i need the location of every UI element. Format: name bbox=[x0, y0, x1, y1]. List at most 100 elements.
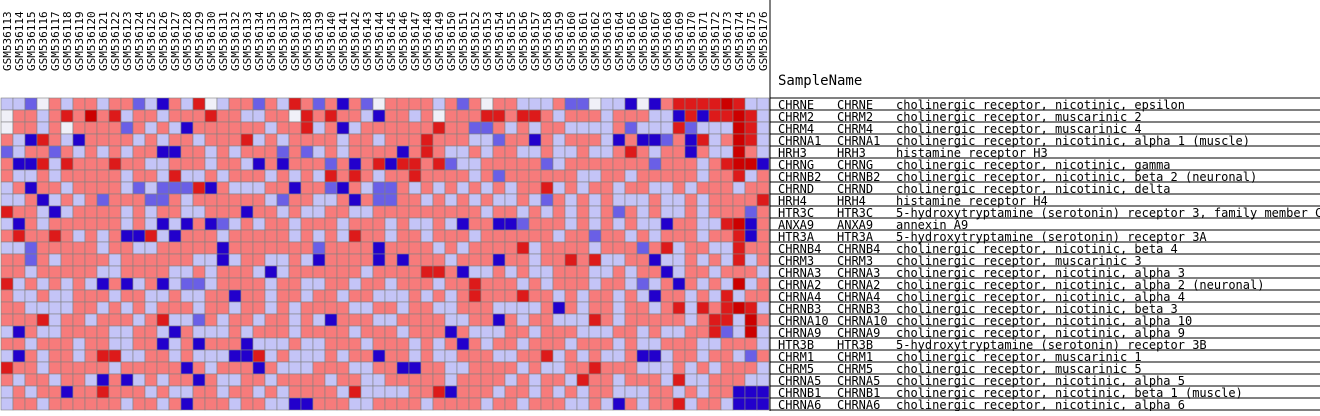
heatmap-cell bbox=[528, 361, 542, 375]
heatmap-cell bbox=[756, 133, 770, 147]
heatmap-cell bbox=[624, 109, 638, 123]
heatmap-cell bbox=[72, 373, 86, 387]
heatmap-cell bbox=[684, 97, 698, 111]
heatmap-cell bbox=[684, 337, 698, 351]
sample-label: GSM536153 bbox=[481, 11, 494, 71]
heatmap-cell bbox=[360, 229, 374, 243]
heatmap-cell bbox=[264, 325, 278, 339]
heatmap-cell bbox=[84, 241, 98, 255]
heatmap-cell bbox=[204, 373, 218, 387]
heatmap-cell bbox=[132, 241, 146, 255]
sample-label: GSM536130 bbox=[205, 11, 218, 71]
heatmap-cell bbox=[0, 337, 14, 351]
heatmap-cell bbox=[636, 265, 650, 279]
heatmap-cell bbox=[540, 193, 554, 207]
heatmap-cell bbox=[444, 361, 458, 375]
heatmap-cell bbox=[672, 313, 686, 327]
heatmap-cell bbox=[264, 301, 278, 315]
heatmap-cell bbox=[180, 193, 194, 207]
heatmap-cell bbox=[0, 169, 14, 183]
heatmap-cell bbox=[144, 205, 158, 219]
heatmap-cell bbox=[264, 193, 278, 207]
heatmap-cell bbox=[72, 361, 86, 375]
heatmap-cell bbox=[276, 337, 290, 351]
heatmap-cell bbox=[0, 193, 14, 207]
heatmap-cell bbox=[540, 241, 554, 255]
heatmap-cell bbox=[384, 241, 398, 255]
heatmap-cell bbox=[540, 133, 554, 147]
heatmap-cell bbox=[48, 277, 62, 291]
heatmap-cell bbox=[228, 145, 242, 159]
heatmap-cell bbox=[672, 205, 686, 219]
heatmap-cell bbox=[108, 289, 122, 303]
heatmap-cell bbox=[36, 325, 50, 339]
heatmap-cell bbox=[24, 397, 38, 411]
heatmap-cell bbox=[516, 157, 530, 171]
heatmap-cell bbox=[48, 145, 62, 159]
heatmap-cell bbox=[432, 265, 446, 279]
heatmap-cell bbox=[384, 217, 398, 231]
heatmap-cell bbox=[384, 385, 398, 399]
heatmap-cell bbox=[96, 241, 110, 255]
heatmap-cell bbox=[0, 289, 14, 303]
heatmap-cell bbox=[552, 229, 566, 243]
heatmap-cell bbox=[696, 361, 710, 375]
heatmap-cell bbox=[528, 253, 542, 267]
heatmap-cell bbox=[660, 397, 674, 411]
heatmap-cell bbox=[420, 133, 434, 147]
heatmap-cell bbox=[156, 253, 170, 267]
heatmap-cell bbox=[276, 385, 290, 399]
heatmap-cell bbox=[744, 145, 758, 159]
heatmap-cell bbox=[624, 397, 638, 411]
heatmap-cell bbox=[432, 325, 446, 339]
heatmap-cell bbox=[756, 217, 770, 231]
heatmap-cell bbox=[624, 133, 638, 147]
heatmap-cell bbox=[408, 169, 422, 183]
heatmap-cell bbox=[192, 337, 206, 351]
heatmap-cell bbox=[732, 217, 746, 231]
heatmap-cell bbox=[36, 97, 50, 111]
heatmap-cell bbox=[288, 361, 302, 375]
heatmap-cell bbox=[216, 397, 230, 411]
heatmap-cell bbox=[384, 205, 398, 219]
heatmap-cell bbox=[684, 169, 698, 183]
heatmap-cell bbox=[156, 193, 170, 207]
heatmap-cell bbox=[696, 337, 710, 351]
heatmap-cell bbox=[360, 205, 374, 219]
heatmap-cell bbox=[456, 193, 470, 207]
heatmap-cell bbox=[744, 325, 758, 339]
heatmap-cell bbox=[564, 97, 578, 111]
heatmap-cell bbox=[672, 145, 686, 159]
heatmap-cell bbox=[432, 301, 446, 315]
heatmap-cell bbox=[576, 265, 590, 279]
heatmap-cell bbox=[60, 337, 74, 351]
heatmap-cell bbox=[96, 133, 110, 147]
heatmap-cell bbox=[600, 385, 614, 399]
heatmap-cell bbox=[60, 121, 74, 135]
heatmap-cell bbox=[48, 325, 62, 339]
heatmap-cell bbox=[732, 109, 746, 123]
heatmap-cell bbox=[12, 193, 26, 207]
heatmap-cell bbox=[48, 97, 62, 111]
heatmap-cell bbox=[204, 325, 218, 339]
heatmap-cell bbox=[180, 157, 194, 171]
heatmap-cell bbox=[588, 109, 602, 123]
heatmap-cell bbox=[516, 121, 530, 135]
heatmap-cell bbox=[336, 241, 350, 255]
heatmap-cell bbox=[432, 241, 446, 255]
heatmap-cell bbox=[96, 193, 110, 207]
heatmap-cell bbox=[12, 265, 26, 279]
heatmap-cell bbox=[216, 277, 230, 291]
heatmap-cell bbox=[432, 193, 446, 207]
heatmap-cell bbox=[612, 313, 626, 327]
heatmap-cell bbox=[312, 397, 326, 411]
heatmap-cell bbox=[456, 121, 470, 135]
heatmap-cell bbox=[600, 109, 614, 123]
heatmap-cell bbox=[708, 325, 722, 339]
heatmap-cell bbox=[396, 229, 410, 243]
heatmap-cell bbox=[516, 193, 530, 207]
heatmap-cell bbox=[204, 265, 218, 279]
heatmap-cell bbox=[324, 229, 338, 243]
heatmap-cell bbox=[492, 241, 506, 255]
heatmap-cell bbox=[12, 397, 26, 411]
